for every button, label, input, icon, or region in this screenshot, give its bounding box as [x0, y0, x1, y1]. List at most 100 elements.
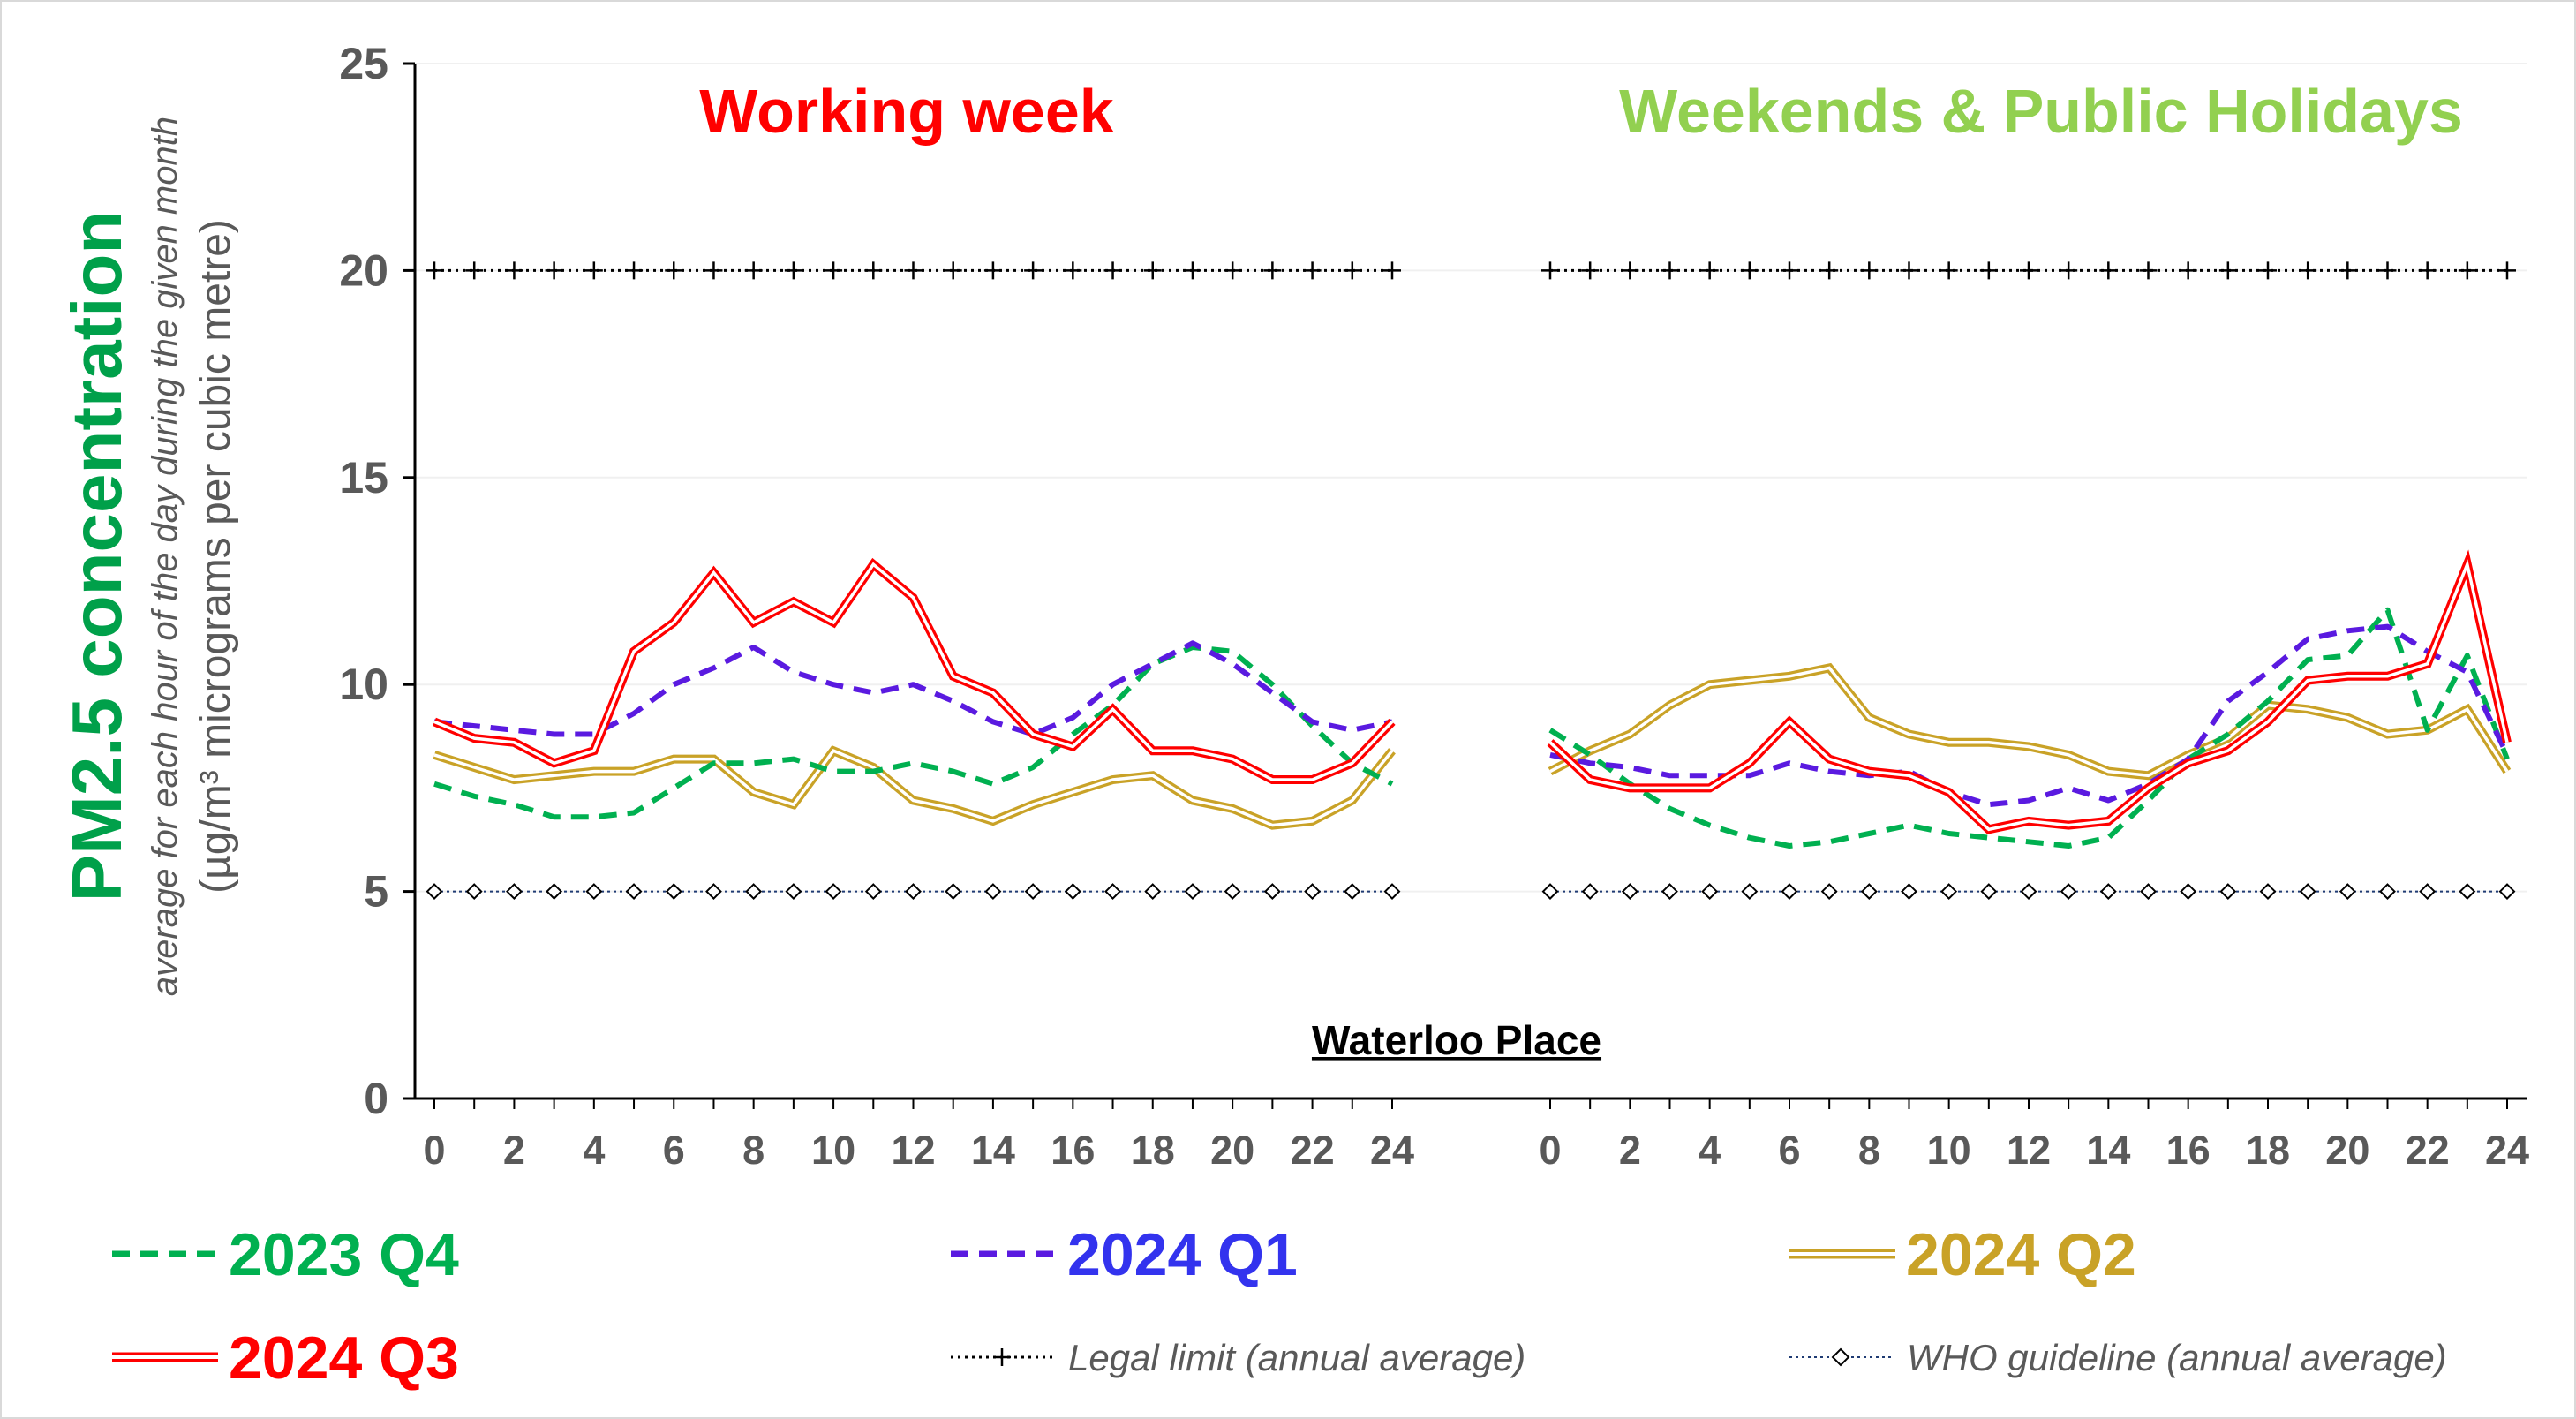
- legal-limit-marker: [1103, 261, 1122, 280]
- panel-title-weekends: Weekends & Public Holidays: [1619, 77, 2463, 146]
- who-guideline-marker: [1860, 883, 1878, 901]
- who-guideline-marker: [1820, 883, 1838, 901]
- legal-limit-marker: [505, 261, 523, 280]
- legal-limit-marker: [2418, 261, 2437, 280]
- legal-limit-marker: [1900, 261, 1918, 280]
- who-guideline-marker: [1184, 883, 1201, 901]
- x-tick-label-20: 20: [1210, 1128, 1254, 1173]
- who-guideline-marker: [1344, 883, 1361, 901]
- x-tick-label-16: 16: [2166, 1128, 2211, 1173]
- who-guideline-marker: [1781, 883, 1798, 901]
- x-tick-label-14: 14: [2086, 1128, 2130, 1173]
- who-guideline-marker: [2020, 883, 2037, 901]
- who-guideline-marker: [2459, 883, 2476, 901]
- legal-limit-marker: [2498, 261, 2516, 280]
- who-guideline-marker: [1224, 883, 1241, 901]
- who-guideline-marker: [1621, 883, 1638, 901]
- legal-limit-marker: [2458, 261, 2476, 280]
- who-guideline-marker: [1661, 883, 1678, 901]
- x-tick-label-4: 4: [1699, 1128, 1721, 1173]
- who-guideline-marker: [585, 883, 603, 901]
- legend-legal-marker: [993, 1348, 1011, 1366]
- legal-limit-marker: [1541, 261, 1559, 280]
- legal-limit-marker: [744, 261, 763, 280]
- legend-label-1: 2024 Q1: [1067, 1221, 1298, 1288]
- legal-limit-marker: [904, 261, 923, 280]
- legal-limit-marker: [704, 261, 723, 280]
- x-tick-label-22: 22: [1291, 1128, 1335, 1173]
- legal-limit-marker: [1979, 261, 1998, 280]
- x-tick-label-8: 8: [1858, 1128, 1880, 1173]
- legal-limit-marker: [1700, 261, 1719, 280]
- who-guideline-marker: [2379, 883, 2396, 901]
- legal-limit-marker: [1940, 261, 1958, 280]
- who-guideline-marker: [665, 883, 682, 901]
- legal-limit-marker: [2339, 261, 2357, 280]
- who-guideline-marker: [625, 883, 643, 901]
- who-guideline-marker: [1940, 883, 1958, 901]
- who-guideline-marker: [1741, 883, 1759, 901]
- who-guideline-marker: [1144, 883, 1162, 901]
- who-guideline-marker: [2419, 883, 2437, 901]
- x-tick-label-0: 0: [1539, 1128, 1561, 1173]
- who-guideline-marker: [1541, 883, 1559, 901]
- legal-limit-marker: [2218, 261, 2237, 280]
- who-guideline-marker: [506, 883, 523, 901]
- legal-limit-marker: [426, 261, 443, 280]
- y-title-subtitle: average for each hour of the day during …: [146, 117, 185, 996]
- who-guideline-marker: [1064, 883, 1081, 901]
- who-guideline-marker: [945, 883, 962, 901]
- series-line-2023-q4: [1548, 607, 2510, 849]
- legal-limit-marker: [1024, 261, 1043, 280]
- legal-limit-marker: [1343, 261, 1361, 280]
- legal-limit-marker: [983, 261, 1002, 280]
- legal-limit-marker: [1064, 261, 1082, 280]
- legal-limit-marker: [2139, 261, 2158, 280]
- legal-limit-marker: [944, 261, 962, 280]
- legal-limit-marker: [1740, 261, 1759, 280]
- who-guideline-marker: [905, 883, 922, 901]
- who-guideline-marker: [2219, 883, 2237, 901]
- site-name: Waterloo Place: [1312, 1017, 1601, 1063]
- legal-limit-marker: [1581, 261, 1600, 280]
- who-guideline-marker: [2099, 883, 2117, 901]
- legal-limit-marker: [1781, 261, 1798, 280]
- series-line-2024-q1: [1549, 623, 2510, 808]
- panel-title-working-week: Working week: [699, 77, 1113, 146]
- x-tick-label-6: 6: [663, 1128, 685, 1173]
- legal-limit-marker: [584, 261, 603, 280]
- y-title-unit: (µg/m³ micrograms per cubic metre): [192, 219, 239, 894]
- series-line-2024-q3-inner: [433, 562, 1394, 781]
- legal-limit-marker: [1303, 261, 1322, 280]
- legend-who-marker: [1831, 1347, 1850, 1367]
- gridlines: [415, 63, 2527, 893]
- legal-limit-marker: [1183, 261, 1201, 280]
- who-guideline-marker: [984, 883, 1002, 901]
- x-tick-label-24: 24: [2485, 1128, 2529, 1173]
- who-guideline-marker: [1383, 883, 1401, 901]
- series-line-2024-q2-inner: [433, 749, 1394, 827]
- legend-label-2: 2024 Q2: [1906, 1221, 2136, 1288]
- data-series: [433, 549, 2512, 849]
- who-guideline-marker: [2259, 883, 2277, 901]
- legal-limit-marker: [784, 261, 802, 280]
- legal-limit-marker: [1860, 261, 1879, 280]
- axes: [403, 62, 2527, 1109]
- legal-limit-marker: [2179, 261, 2197, 280]
- y-axis-title: PM2.5 concentration: [57, 211, 136, 902]
- x-tick-label-8: 8: [742, 1128, 765, 1173]
- who-guideline-marker: [1901, 883, 1917, 901]
- who-guideline-marker: [2060, 883, 2077, 901]
- x-tick-label-10: 10: [811, 1128, 855, 1173]
- legal-limit-marker: [465, 261, 484, 280]
- who-guideline-marker: [864, 883, 882, 901]
- legal-limit-marker: [825, 261, 843, 280]
- y-tick-label-25: 25: [339, 39, 388, 88]
- who-guideline-marker: [1980, 883, 1998, 901]
- legal-limit-marker: [2299, 261, 2317, 280]
- y-unit-group: (µg/m³ micrograms per cubic metre): [192, 219, 239, 894]
- who-guideline-marker: [1581, 883, 1599, 901]
- legal-limit-marker: [665, 261, 683, 280]
- who-guideline-marker: [1304, 883, 1321, 901]
